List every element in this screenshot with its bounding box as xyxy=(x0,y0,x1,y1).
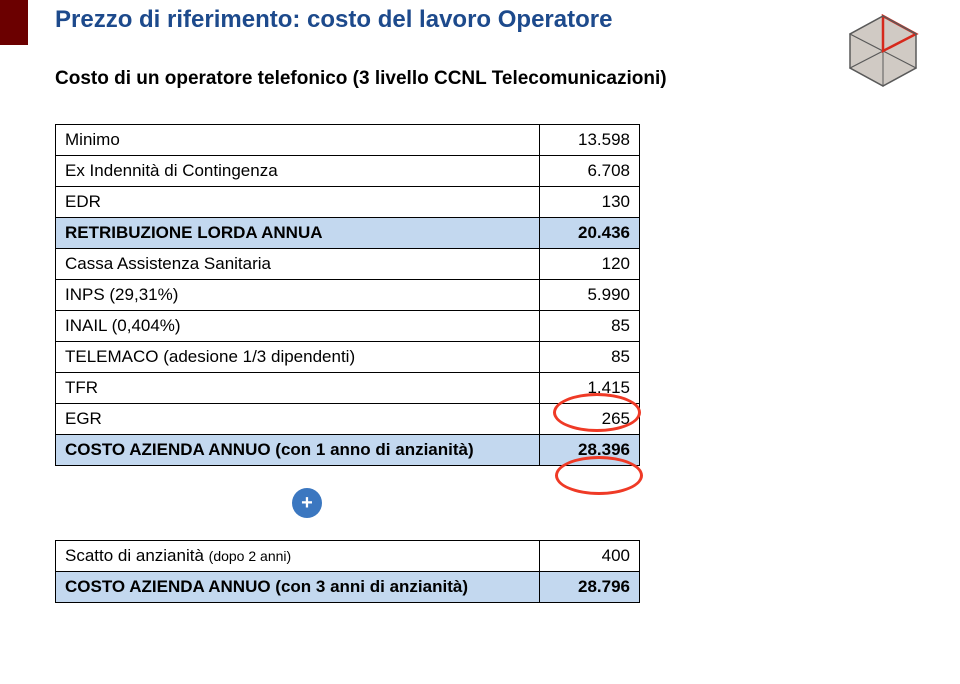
row-label: COSTO AZIENDA ANNUO (con 3 anni di anzia… xyxy=(56,572,540,603)
row-value: 265 xyxy=(540,404,640,435)
table-row: INAIL (0,404%)85 xyxy=(56,311,640,342)
row-label: EDR xyxy=(56,187,540,218)
row-value: 6.708 xyxy=(540,156,640,187)
row-label: EGR xyxy=(56,404,540,435)
table-row: COSTO AZIENDA ANNUO (con 3 anni di anzia… xyxy=(56,572,640,603)
table-row: Cassa Assistenza Sanitaria120 xyxy=(56,249,640,280)
table-row: Ex Indennità di Contingenza6.708 xyxy=(56,156,640,187)
table-row: EDR130 xyxy=(56,187,640,218)
table-row: EGR265 xyxy=(56,404,640,435)
decor-bar xyxy=(0,0,28,45)
row-value: 85 xyxy=(540,342,640,373)
table-row: INPS (29,31%)5.990 xyxy=(56,280,640,311)
table-row: RETRIBUZIONE LORDA ANNUA20.436 xyxy=(56,218,640,249)
row-label: INAIL (0,404%) xyxy=(56,311,540,342)
cost-table-1: Minimo13.598Ex Indennità di Contingenza6… xyxy=(55,124,640,466)
row-value: 85 xyxy=(540,311,640,342)
table-row: Scatto di anzianità (dopo 2 anni)400 xyxy=(56,541,640,572)
row-value: 13.598 xyxy=(540,125,640,156)
hexagon-logo xyxy=(844,14,922,84)
plus-row: + xyxy=(292,488,840,518)
row-value: 5.990 xyxy=(540,280,640,311)
table-row: TELEMACO (adesione 1/3 dipendenti)85 xyxy=(56,342,640,373)
page-subtitle: Costo di un operatore telefonico (3 live… xyxy=(55,68,840,90)
table-row: TFR1.415 xyxy=(56,373,640,404)
content-area: Prezzo di riferimento: costo del lavoro … xyxy=(55,6,840,603)
row-label: TFR xyxy=(56,373,540,404)
row-value: 1.415 xyxy=(540,373,640,404)
row-label: TELEMACO (adesione 1/3 dipendenti) xyxy=(56,342,540,373)
row-label: Ex Indennità di Contingenza xyxy=(56,156,540,187)
row-value: 400 xyxy=(540,541,640,572)
row-value: 20.436 xyxy=(540,218,640,249)
table-row: Minimo13.598 xyxy=(56,125,640,156)
page-title: Prezzo di riferimento: costo del lavoro … xyxy=(55,6,840,34)
row-label: RETRIBUZIONE LORDA ANNUA xyxy=(56,218,540,249)
row-value: 120 xyxy=(540,249,640,280)
plus-icon: + xyxy=(292,488,322,518)
cost-table-2: Scatto di anzianità (dopo 2 anni)400COST… xyxy=(55,540,640,603)
row-value: 28.796 xyxy=(540,572,640,603)
row-value: 28.396 xyxy=(540,435,640,466)
row-value: 130 xyxy=(540,187,640,218)
row-label: Minimo xyxy=(56,125,540,156)
row-label: Cassa Assistenza Sanitaria xyxy=(56,249,540,280)
row-label: Scatto di anzianità (dopo 2 anni) xyxy=(56,541,540,572)
row-label: COSTO AZIENDA ANNUO (con 1 anno di anzia… xyxy=(56,435,540,466)
row-label: INPS (29,31%) xyxy=(56,280,540,311)
table-row: COSTO AZIENDA ANNUO (con 1 anno di anzia… xyxy=(56,435,640,466)
